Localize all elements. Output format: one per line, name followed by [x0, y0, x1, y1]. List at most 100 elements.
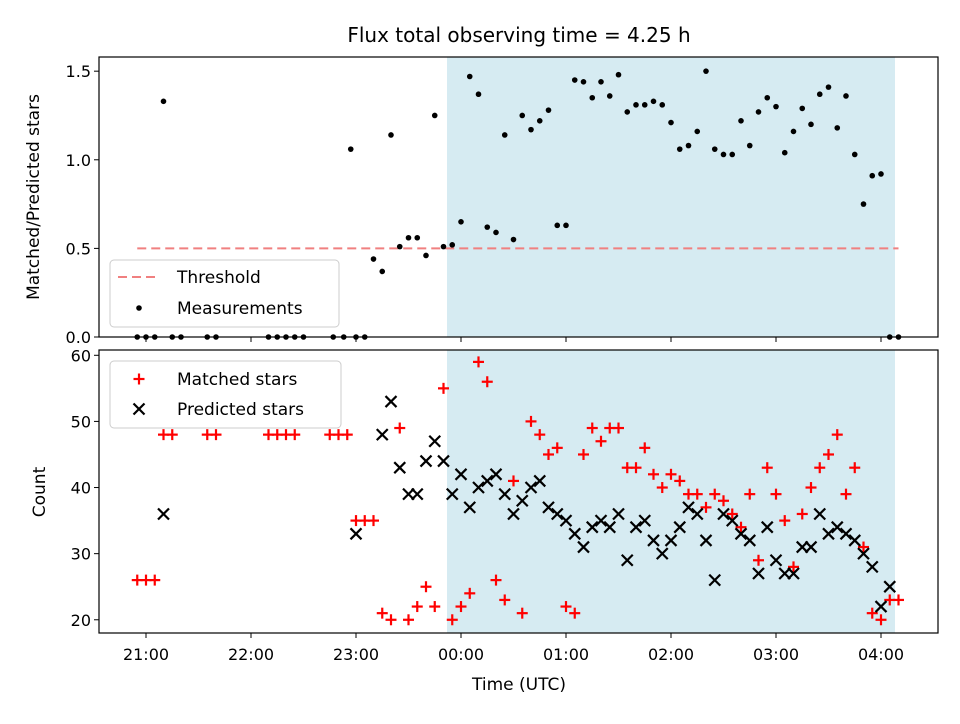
predicted-star-point — [822, 527, 835, 541]
measurement-point — [519, 112, 526, 119]
top-x-ticks — [145, 337, 882, 342]
top-plot-frame — [98, 56, 939, 338]
bottom-y-tick-label: 50 — [71, 412, 91, 431]
measurement-point — [851, 151, 858, 158]
measurement-point — [834, 125, 841, 131]
predicted-star-point — [690, 507, 704, 521]
matched-star-point — [438, 382, 449, 394]
matched-star-point — [630, 462, 642, 474]
measurement-point — [414, 234, 421, 241]
measurement-point — [781, 149, 788, 156]
predicted-stars-points — [157, 395, 897, 613]
bottom-x-tick-label: 23:00 — [333, 645, 379, 664]
matched-star-point — [796, 508, 808, 520]
measurement-point — [501, 132, 508, 138]
bottom-y-tick-label: 60 — [71, 346, 91, 365]
predicted-star-point — [638, 514, 652, 527]
predicted-star-point — [533, 474, 547, 488]
matched-star-point — [744, 488, 756, 500]
predicted-star-point — [463, 501, 477, 514]
matched-star-point — [788, 561, 799, 573]
predicted-star-point — [559, 514, 573, 527]
measurement-point — [659, 102, 666, 108]
top-y-axis-label: Matched/Predicted stars — [24, 94, 44, 300]
measurement-point — [347, 146, 354, 152]
matched-star-point — [893, 594, 904, 606]
matched-star-point — [648, 468, 659, 480]
matched-star-point — [674, 475, 686, 487]
matched-star-point — [499, 594, 511, 606]
top-legend-box — [109, 259, 340, 328]
matched-star-point — [665, 468, 677, 480]
matched-star-point — [446, 614, 458, 626]
measurement-point — [711, 146, 718, 152]
predicted-star-point — [813, 507, 827, 521]
measurement-point — [396, 243, 403, 250]
measurement-point — [528, 126, 534, 133]
measurement-point — [598, 79, 604, 85]
legend-predicted-marker — [132, 402, 146, 416]
measurement-point — [703, 68, 709, 74]
predicted-star-point — [507, 507, 520, 521]
predicted-star-point — [620, 553, 634, 567]
predicted-star-point — [752, 567, 765, 580]
measurement-point — [843, 93, 849, 99]
predicted-star-point — [743, 534, 757, 547]
measurement-point — [536, 117, 543, 124]
measurement-point — [790, 128, 797, 135]
matched-star-point — [823, 448, 834, 460]
bottom-panel: 20 30 40 50 60 21:00 22:00 23:00 00:00 01:00 02:0… — [30, 346, 939, 695]
predicted-star-point — [515, 494, 529, 508]
matched-star-point — [411, 601, 423, 613]
matched-star-point — [464, 587, 476, 599]
matched-star-point — [656, 482, 668, 494]
predicted-star-point — [708, 573, 722, 587]
matched-star-point — [481, 376, 493, 388]
matched-star-point — [525, 415, 537, 427]
predicted-star-point — [594, 514, 608, 527]
measurement-point — [388, 132, 394, 138]
measurement-point — [370, 256, 377, 262]
predicted-star-point — [865, 560, 879, 574]
bottom-x-tick-label: 04:00 — [858, 645, 904, 664]
predicted-star-point — [437, 454, 450, 468]
matched-star-point — [779, 515, 791, 527]
predicted-star-point — [524, 481, 538, 494]
measurement-point — [816, 91, 823, 98]
measurement-point — [440, 243, 447, 250]
predicted-star-point — [717, 507, 730, 521]
matched-star-point — [490, 574, 502, 586]
measurement-point — [729, 151, 736, 158]
top-panel: 0.0 0.5 1.0 1.5 Matched/Predicted stars Thr… — [24, 56, 939, 347]
legend-measurements-swatch — [136, 305, 142, 311]
measurement-point — [493, 229, 499, 236]
matched-star-point — [700, 501, 712, 513]
legend-predicted-swatch — [132, 402, 146, 416]
measurement-point — [633, 102, 639, 108]
bottom-x-tick-label: 01:00 — [543, 645, 589, 664]
matched-star-point — [770, 488, 782, 500]
matched-star-point — [569, 607, 581, 619]
predicted-star-point — [480, 474, 494, 488]
matched-star-point — [516, 607, 528, 619]
measurement-point — [676, 146, 683, 152]
matched-star-point — [166, 429, 178, 441]
matched-star-point — [508, 475, 519, 487]
measurement-point — [799, 105, 806, 112]
matched-star-point — [840, 488, 852, 500]
measurement-point — [449, 242, 456, 248]
bottom-legend-box — [109, 360, 342, 429]
measurement-point — [423, 252, 429, 259]
predicted-star-point — [577, 540, 590, 554]
measurement-point — [379, 268, 386, 275]
measurement-point — [484, 224, 491, 230]
measurement-point — [563, 222, 569, 229]
measurement-point — [615, 71, 622, 78]
measurement-point — [545, 107, 552, 113]
bottom-plot-frame — [98, 349, 939, 634]
top-y-tick-label: 0.5 — [66, 239, 91, 258]
predicted-star-point — [384, 395, 398, 408]
predicted-star-point — [787, 567, 800, 580]
top-y-tick-label: 0.0 — [66, 328, 91, 347]
predicted-star-point — [472, 481, 485, 494]
